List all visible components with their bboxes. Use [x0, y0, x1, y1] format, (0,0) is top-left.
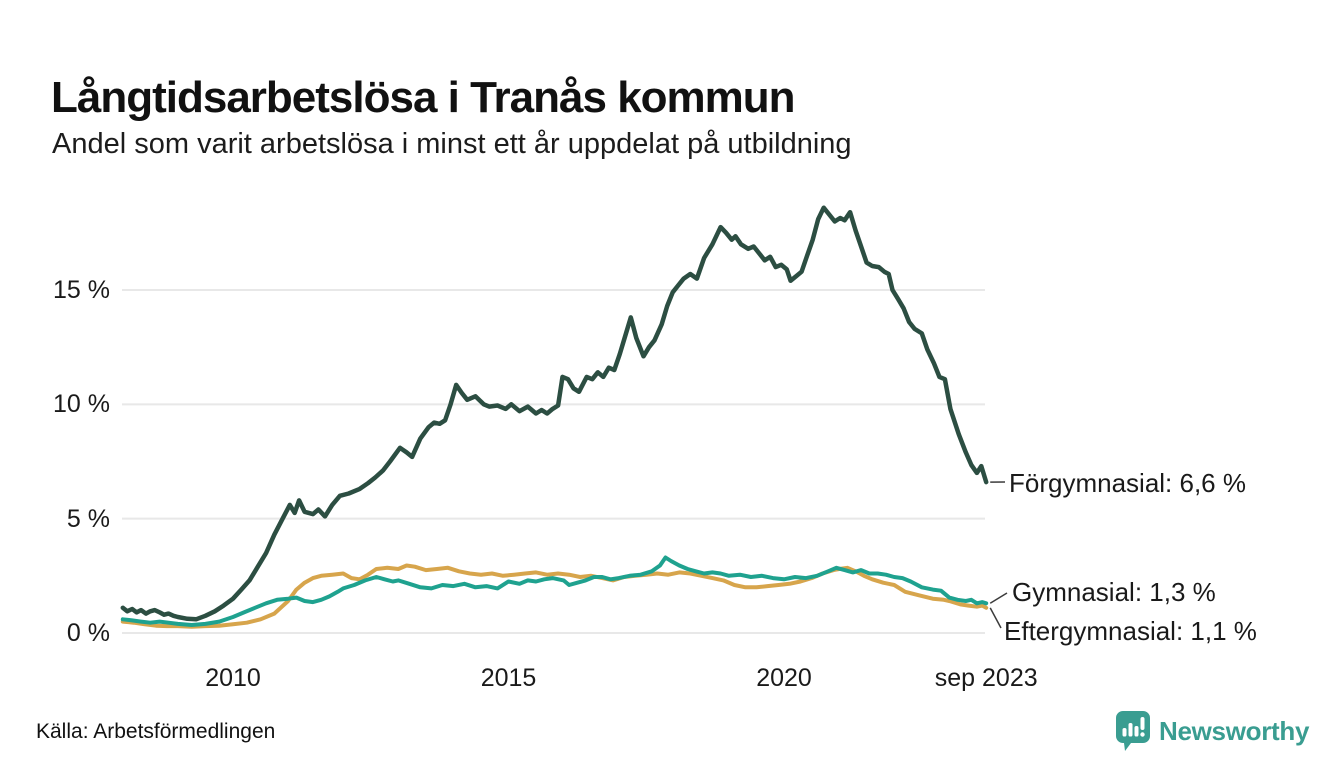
y-tick-label: 15 %	[53, 275, 110, 304]
series-end-label-eftergymnasial: Eftergymnasial: 1,1 %	[1004, 616, 1257, 646]
y-tick-label: 10 %	[53, 390, 110, 419]
x-tick-label: 2010	[205, 664, 261, 692]
x-tick-label: 2020	[756, 664, 812, 692]
y-tick-label: 0 %	[66, 619, 110, 647]
series-end-label-förgymnasial: Förgymnasial: 6,6 %	[1009, 468, 1246, 498]
newsworthy-logo-text: Newsworthy	[1159, 715, 1310, 746]
y-tick-label: 5 %	[66, 504, 110, 533]
label-connector-eftergymnasial	[989, 607, 1002, 629]
newsworthy-logo-icon	[1116, 711, 1150, 751]
source-text: Källa: Arbetsförmedlingen	[36, 720, 276, 743]
chart-title: Långtidsarbetslösa i Tranås kommun	[51, 73, 796, 123]
chart-subtitle: Andel som varit arbetslösa i minst ett å…	[52, 128, 852, 160]
series-line-gymnasial	[120, 555, 989, 627]
newsworthy-logo[interactable]: Newsworthy	[1115, 710, 1309, 752]
label-connector-gymnasial	[989, 592, 1008, 604]
series-line-förgymnasial	[120, 205, 989, 622]
series-end-label-gymnasial: Gymnasial: 1,3 %	[1012, 577, 1216, 607]
x-tick-label: 2015	[480, 664, 537, 692]
x-tick-label: sep 2023	[934, 664, 1038, 692]
